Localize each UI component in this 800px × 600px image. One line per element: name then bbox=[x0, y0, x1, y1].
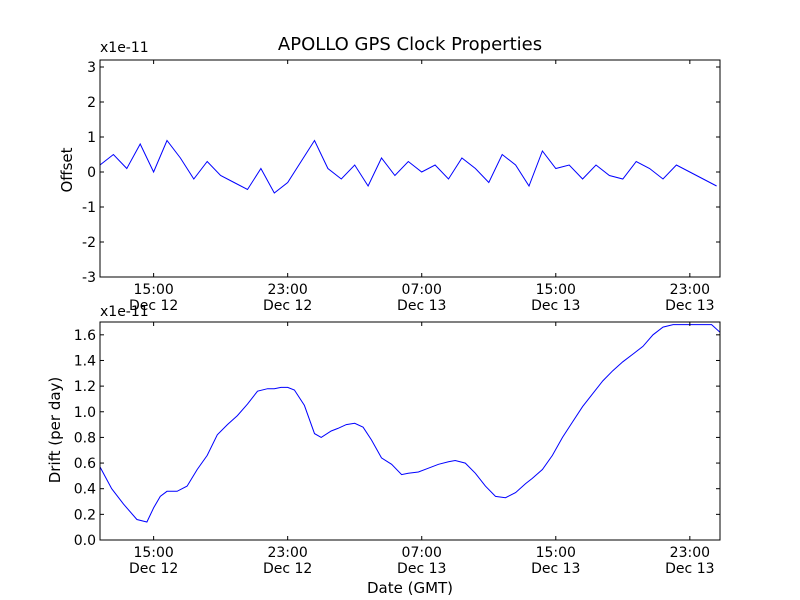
x-tick-label-date: Dec 12 bbox=[263, 298, 312, 314]
y-tick-label: 0.4 bbox=[74, 482, 96, 498]
x-tick-label: 15:00 bbox=[133, 282, 173, 298]
x-axis-label: Date (GMT) bbox=[367, 579, 453, 597]
chart-title: APOLLO GPS Clock Properties bbox=[278, 34, 542, 55]
y-tick-label: 0.6 bbox=[74, 456, 96, 472]
y-tick-label: 0.0 bbox=[74, 533, 96, 549]
x-tick-label: 07:00 bbox=[402, 545, 442, 561]
offset-series-line bbox=[100, 139, 717, 194]
y-tick-label: 2 bbox=[87, 95, 96, 111]
y-tick-label: -1 bbox=[82, 200, 96, 216]
x-tick-label-date: Dec 13 bbox=[397, 298, 446, 314]
y-tick-label: 1.0 bbox=[74, 405, 96, 421]
x-tick-label: 15:00 bbox=[133, 545, 173, 561]
y-tick-label: 0.2 bbox=[74, 507, 96, 523]
y-tick-label: 1.6 bbox=[74, 328, 96, 344]
x-tick-label-date: Dec 13 bbox=[531, 561, 580, 577]
x-tick-label: 15:00 bbox=[536, 545, 576, 561]
axes-frame bbox=[99, 59, 721, 278]
x-tick-label: 07:00 bbox=[402, 282, 442, 298]
x-tick-label-date: Dec 12 bbox=[129, 561, 178, 577]
x-tick-label: 15:00 bbox=[536, 282, 576, 298]
y-tick-label: 1 bbox=[87, 130, 96, 146]
y-scale-label: x1e-11 bbox=[100, 304, 149, 320]
y-tick-label: -3 bbox=[82, 270, 96, 286]
y-tick-label: 1.2 bbox=[74, 379, 96, 395]
y-axis-label: Drift (per day) bbox=[46, 377, 64, 484]
y-tick-label: 0 bbox=[87, 165, 96, 181]
x-tick-label-date: Dec 13 bbox=[531, 298, 580, 314]
y-axis-label: Offset bbox=[58, 147, 76, 192]
y-tick-label: 3 bbox=[87, 60, 96, 76]
y-scale-label: x1e-11 bbox=[100, 40, 149, 56]
drift-series-line bbox=[100, 324, 720, 523]
x-tick-label-date: Dec 13 bbox=[665, 298, 714, 314]
x-tick-label-date: Dec 13 bbox=[665, 561, 714, 577]
axes-frame bbox=[99, 321, 721, 541]
x-tick-label: 23:00 bbox=[670, 282, 710, 298]
x-tick-label-date: Dec 13 bbox=[397, 561, 446, 577]
x-tick-label-date: Dec 12 bbox=[263, 561, 312, 577]
x-tick-label-date: Dec 12 bbox=[129, 298, 178, 314]
y-tick-label: 1.4 bbox=[74, 353, 96, 369]
x-tick-label: 23:00 bbox=[267, 545, 307, 561]
y-tick-label: 0.8 bbox=[74, 430, 96, 446]
x-tick-label: 23:00 bbox=[267, 282, 307, 298]
y-tick-label: -2 bbox=[82, 235, 96, 251]
x-tick-label: 23:00 bbox=[670, 545, 710, 561]
